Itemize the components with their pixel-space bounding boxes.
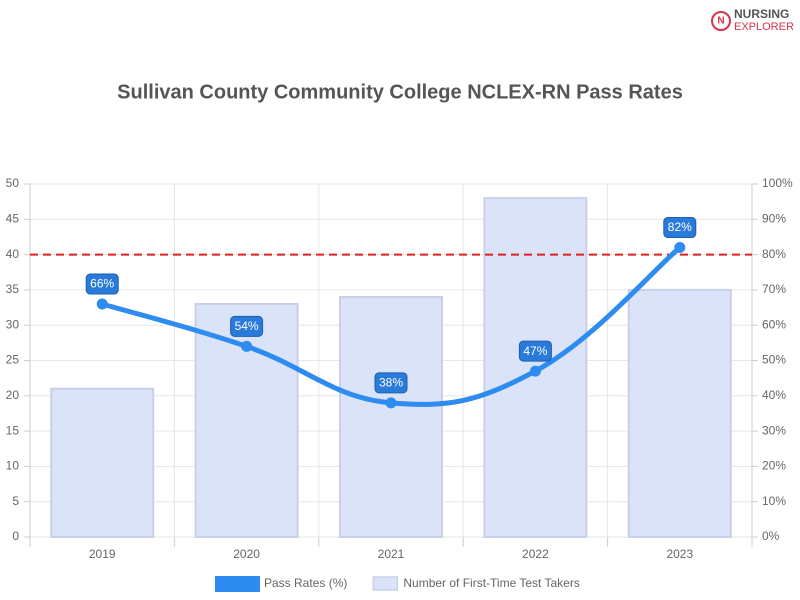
legend-label: Number of First-Time Test Takers: [403, 576, 579, 590]
logo-text: NURSING: [734, 7, 789, 21]
y-tick-label: 50: [6, 176, 20, 190]
x-tick-label: 2022: [522, 547, 549, 561]
point: [385, 397, 397, 409]
x-tick-label: 2023: [666, 547, 693, 561]
x-tick-label: 2020: [233, 547, 260, 561]
y2-tick-label: 20%: [762, 459, 786, 473]
point: [529, 365, 541, 377]
y2-tick-label: 80%: [762, 247, 786, 261]
bar: [50, 387, 155, 538]
y-tick-label: 45: [6, 211, 20, 225]
y-tick-label: 35: [6, 282, 20, 296]
y2-tick-label: 70%: [762, 282, 786, 296]
legend-label: Pass Rates (%): [264, 576, 347, 590]
y2-tick-label: 40%: [762, 388, 786, 402]
data-label: 47%: [523, 344, 547, 358]
y-tick-label: 5: [12, 494, 19, 508]
y2-tick-label: 90%: [762, 211, 786, 225]
bar: [339, 295, 443, 538]
bar: [194, 303, 299, 538]
point: [241, 340, 253, 352]
data-label-box: [85, 273, 119, 295]
logo-icon-letter: N: [717, 16, 724, 27]
point: [96, 298, 108, 310]
data-label: 82%: [668, 220, 692, 234]
y-tick-label: 40: [6, 247, 20, 261]
logo-text: EXPLORER: [734, 21, 794, 33]
y-tick-label: 10: [6, 459, 20, 473]
y-tick-label: 30: [6, 317, 20, 331]
data-label: 54%: [235, 319, 259, 333]
chart-title: Sullivan County Community College NCLEX-…: [117, 81, 683, 103]
data-label-box: [374, 372, 408, 394]
data-label-box: [230, 315, 264, 337]
data-label-box: [663, 217, 697, 239]
x-tick-label: 2019: [89, 547, 116, 561]
y-tick-label: 0: [12, 529, 19, 543]
y2-tick-label: 60%: [762, 317, 786, 331]
data-label: 38%: [379, 376, 403, 390]
y2-tick-label: 0%: [762, 529, 780, 543]
y-tick-label: 20: [6, 388, 20, 402]
point: [674, 242, 686, 254]
y2-tick-label: 10%: [762, 494, 786, 508]
y2-tick-label: 50%: [762, 353, 786, 367]
logo-icon: [711, 11, 731, 31]
data-label-box: [518, 340, 552, 362]
y-tick-label: 15: [6, 423, 20, 437]
y-tick-label: 25: [6, 353, 20, 367]
legend-swatch: [372, 576, 399, 591]
data-label: 66%: [90, 277, 114, 291]
bar: [627, 288, 732, 538]
y2-tick-label: 30%: [762, 423, 786, 437]
legend-swatch: [215, 576, 260, 592]
x-tick-label: 2021: [378, 547, 405, 561]
logo: N NURSING EXPLORER: [711, 7, 794, 33]
y2-tick-label: 100%: [762, 176, 793, 190]
